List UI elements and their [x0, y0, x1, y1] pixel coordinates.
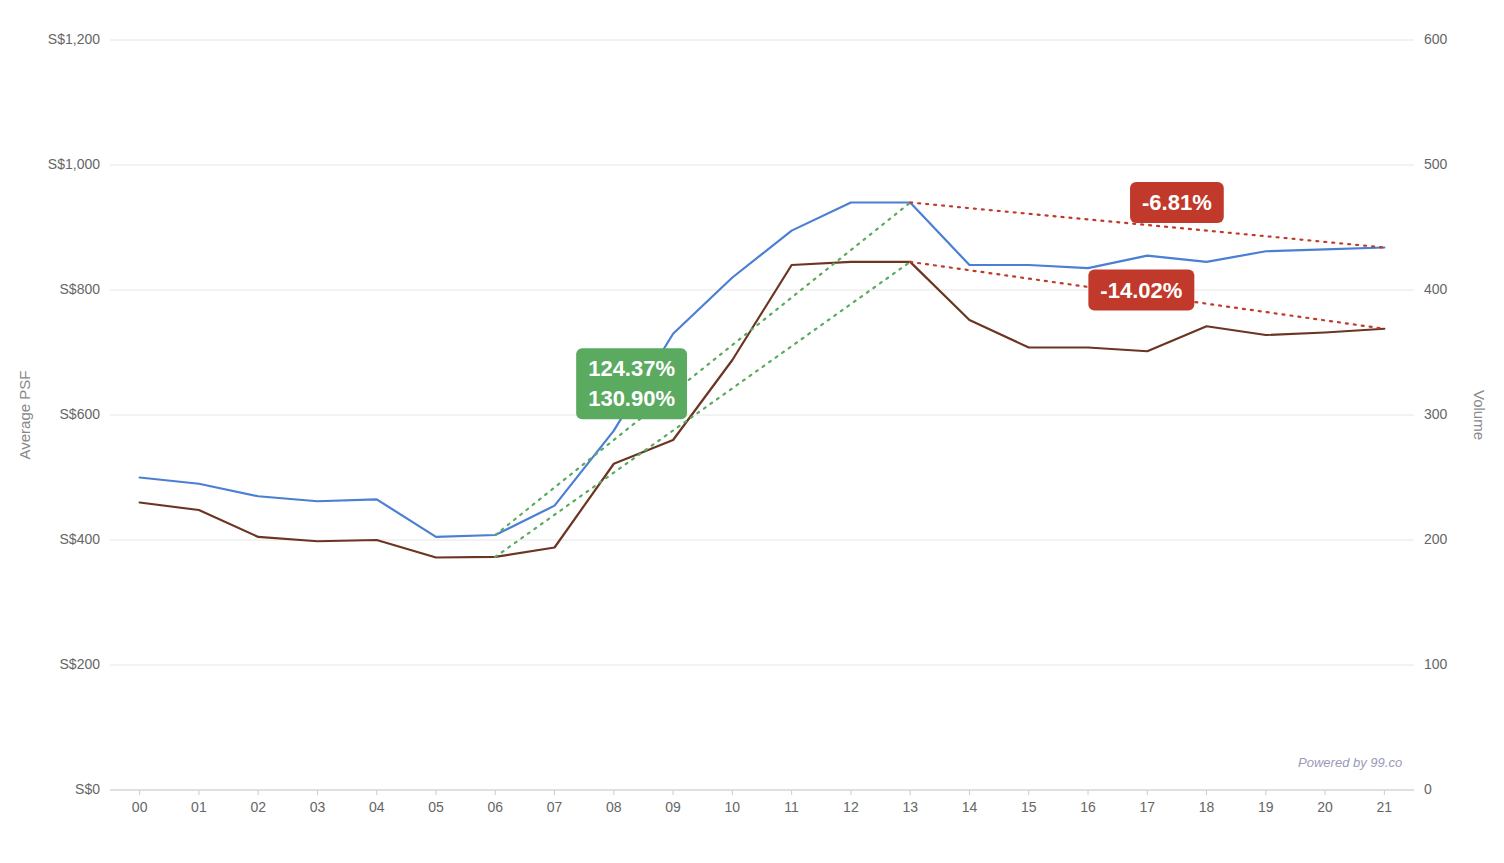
x-tick-label: 02 — [250, 799, 266, 815]
annotation-line: -14.02% — [1100, 278, 1182, 303]
x-tick-label: 07 — [547, 799, 563, 815]
annotation-text: -14.02% — [1100, 278, 1182, 303]
annotation-line: 124.37% — [588, 356, 675, 381]
x-tick — [1265, 790, 1266, 795]
annotation-line: -6.81% — [1142, 190, 1212, 215]
trend-line — [910, 262, 1384, 329]
y2-tick-label: 600 — [1424, 31, 1448, 47]
annotation: -6.81% — [1130, 182, 1224, 223]
y-axis-label: Average PSF — [16, 371, 33, 460]
x-tick-label: 03 — [310, 799, 326, 815]
grid-line — [110, 790, 1414, 791]
x-tick — [613, 790, 614, 795]
x-tick-label: 01 — [191, 799, 207, 815]
x-tick — [495, 790, 496, 795]
x-tick-label: 19 — [1258, 799, 1274, 815]
x-tick — [198, 790, 199, 795]
x-tick-label: 18 — [1199, 799, 1215, 815]
background — [0, 0, 1504, 863]
annotation-box — [1130, 182, 1224, 223]
grid-line — [110, 290, 1414, 291]
x-tick-label: 13 — [902, 799, 918, 815]
x-tick — [1384, 790, 1385, 795]
annotations: 124.37% 130.90% -6.81% -14.02% Powered by 99… — [576, 182, 1402, 770]
x-tick — [732, 790, 733, 795]
grid-line — [110, 165, 1414, 166]
x-tick — [376, 790, 377, 795]
plot-area — [140, 203, 1385, 558]
x-tick — [139, 790, 140, 795]
annotation: 124.37% 130.90% — [576, 348, 687, 419]
annotation-line: Powered by 99.co — [1298, 755, 1402, 770]
y-tick-label: S$600 — [60, 406, 101, 422]
credit-text: Powered by 99.co — [1298, 755, 1402, 770]
annotation-text: -6.81% — [1142, 190, 1212, 215]
grid-line — [110, 665, 1414, 666]
x-tick — [1028, 790, 1029, 795]
x-tick-label: 06 — [487, 799, 503, 815]
y-tick-label: S$0 — [75, 781, 100, 797]
x-tick-label: 16 — [1080, 799, 1096, 815]
x-tick — [1325, 790, 1326, 795]
x-tick — [673, 790, 674, 795]
y2-tick-label: 100 — [1424, 656, 1448, 672]
y-tick-label: S$200 — [60, 656, 101, 672]
x-tick — [969, 790, 970, 795]
annotation-line: 130.90% — [588, 386, 675, 411]
trend-line — [495, 262, 910, 557]
x-tick — [258, 790, 259, 795]
x-tick-label: 09 — [665, 799, 681, 815]
x-tick-label: 14 — [962, 799, 978, 815]
x-tick-label: 11 — [784, 799, 799, 815]
x-tick-label: 10 — [725, 799, 741, 815]
grid — [110, 40, 1414, 790]
y2-tick-label: 0 — [1424, 781, 1432, 797]
y2-tick-label: 500 — [1424, 156, 1448, 172]
y2-tick-label: 300 — [1424, 406, 1448, 422]
grid-line — [110, 415, 1414, 416]
x-tick-label: 17 — [1139, 799, 1155, 815]
y2-tick-label: 400 — [1424, 281, 1448, 297]
x-tick — [554, 790, 555, 795]
x-tick — [1147, 790, 1148, 795]
x-tick — [436, 790, 437, 795]
x-tick-label: 12 — [843, 799, 859, 815]
axes: S$0S$200S$400S$600S$800S$1,000S$1,200010… — [16, 31, 1488, 815]
x-axis-line — [110, 790, 1414, 791]
line — [140, 203, 1385, 537]
x-tick-label: 21 — [1377, 799, 1393, 815]
x-tick — [910, 790, 911, 795]
x-tick — [1206, 790, 1207, 795]
y2-tick-label: 200 — [1424, 531, 1448, 547]
x-tick — [850, 790, 851, 795]
y-tick-label: S$400 — [60, 531, 101, 547]
x-tick — [791, 790, 792, 795]
y-tick-label: S$1,000 — [48, 156, 100, 172]
line — [140, 262, 1385, 558]
x-tick — [1088, 790, 1089, 795]
grid-line — [110, 40, 1414, 41]
y2-axis-label: Volume — [1471, 390, 1488, 440]
annotation-box — [576, 348, 687, 419]
y-tick-label: S$800 — [60, 281, 101, 297]
annotation-text: 124.37% 130.90% — [588, 356, 675, 411]
annotation-box — [1088, 270, 1194, 311]
x-tick-label: 08 — [606, 799, 622, 815]
trend-line — [495, 203, 910, 536]
y-tick-label: S$1,200 — [48, 31, 100, 47]
x-tick-label: 20 — [1317, 799, 1333, 815]
x-tick — [317, 790, 318, 795]
x-tick-label: 00 — [132, 799, 148, 815]
x-tick-label: 15 — [1021, 799, 1037, 815]
x-tick-label: 04 — [369, 799, 385, 815]
chart: S$0S$200S$400S$600S$800S$1,000S$1,200010… — [0, 0, 1504, 863]
annotation: -14.02% — [1088, 270, 1194, 311]
x-tick-label: 05 — [428, 799, 444, 815]
